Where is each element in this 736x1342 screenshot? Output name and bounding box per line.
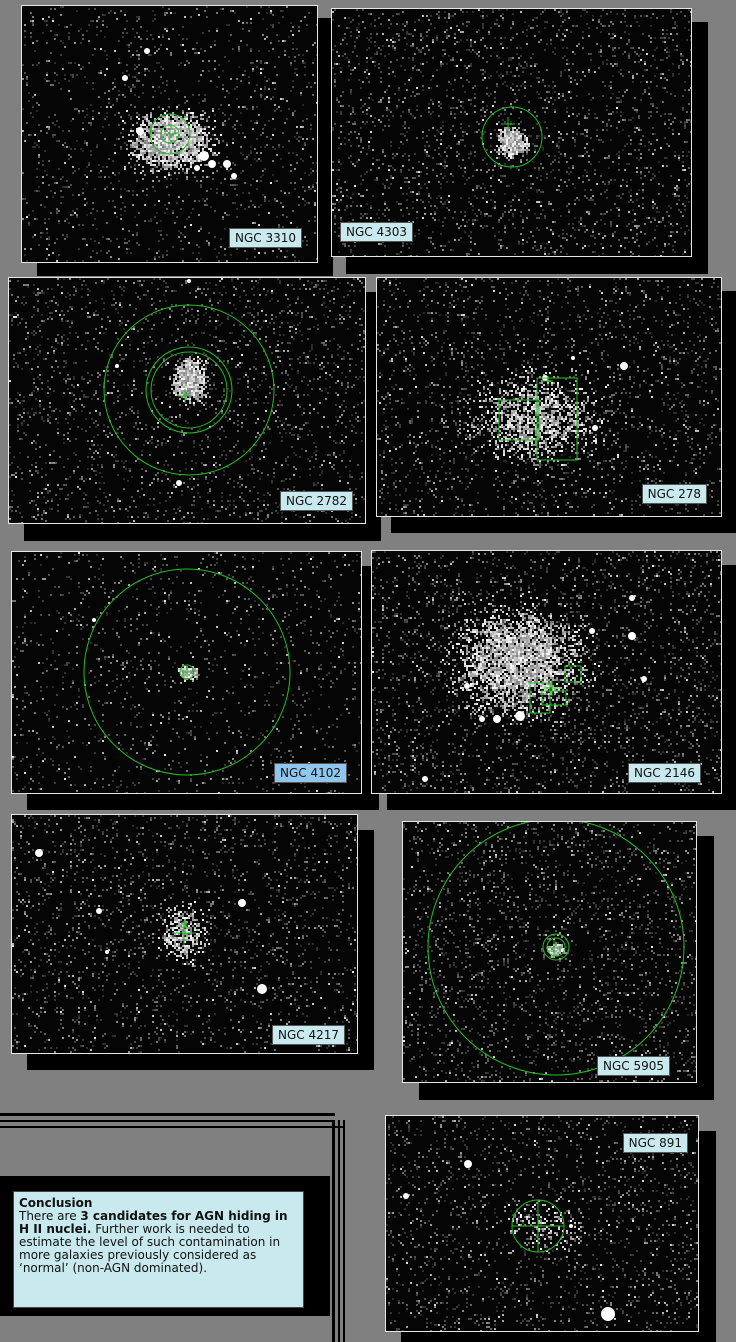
xray-image-ngc2146	[372, 551, 721, 793]
xray-image-ngc2782	[9, 278, 365, 523]
galaxy-label: NGC 891	[622, 1133, 688, 1153]
galaxy-panel-ngc2146: NGC 2146	[371, 550, 722, 794]
divider-vline-3	[343, 1120, 345, 1342]
galaxy-panel-ngc891: NGC 891	[385, 1115, 699, 1332]
conclusion-highlight: 3 candidates for AGN hiding in H II nucl…	[19, 1209, 288, 1236]
galaxy-label: NGC 278	[641, 484, 707, 504]
divider-vline-1	[332, 1120, 335, 1342]
galaxy-label: NGC 5905	[596, 1056, 670, 1076]
galaxy-label: NGC 2782	[279, 491, 353, 511]
galaxy-label: NGC 4102	[273, 763, 347, 783]
xray-image-ngc4217	[12, 815, 357, 1053]
galaxy-label: NGC 4303	[340, 222, 414, 242]
galaxy-panel-ngc5905: NGC 5905	[402, 821, 697, 1083]
divider-line-3	[0, 1126, 345, 1128]
xray-image-ngc3310	[22, 6, 317, 262]
galaxy-label: NGC 2146	[627, 763, 701, 783]
xray-image-ngc278	[377, 278, 721, 516]
divider-vline-2	[338, 1120, 340, 1342]
galaxy-panel-ngc4102: NGC 4102	[11, 551, 362, 794]
xray-image-ngc891	[386, 1116, 698, 1331]
conclusion-text: There are 3 candidates for AGN hiding in…	[19, 1210, 298, 1275]
galaxy-label: NGC 4217	[271, 1025, 345, 1045]
galaxy-label: NGC 3310	[228, 228, 302, 248]
conclusion-box: Conclusion There are 3 candidates for AG…	[13, 1191, 304, 1308]
xray-image-ngc4303	[332, 9, 691, 256]
xray-image-ngc5905	[403, 822, 696, 1082]
galaxy-panel-ngc3310: NGC 3310	[21, 5, 318, 263]
galaxy-panel-ngc4303: NGC 4303	[331, 8, 692, 257]
galaxy-panel-ngc4217: NGC 4217	[11, 814, 358, 1054]
galaxy-panel-ngc278: NGC 278	[376, 277, 722, 517]
xray-image-ngc4102	[12, 552, 361, 793]
conclusion-heading: Conclusion	[19, 1197, 298, 1210]
galaxy-panel-ngc2782: NGC 2782	[8, 277, 366, 524]
divider-line-2	[0, 1120, 335, 1122]
divider-line-1	[0, 1113, 335, 1116]
